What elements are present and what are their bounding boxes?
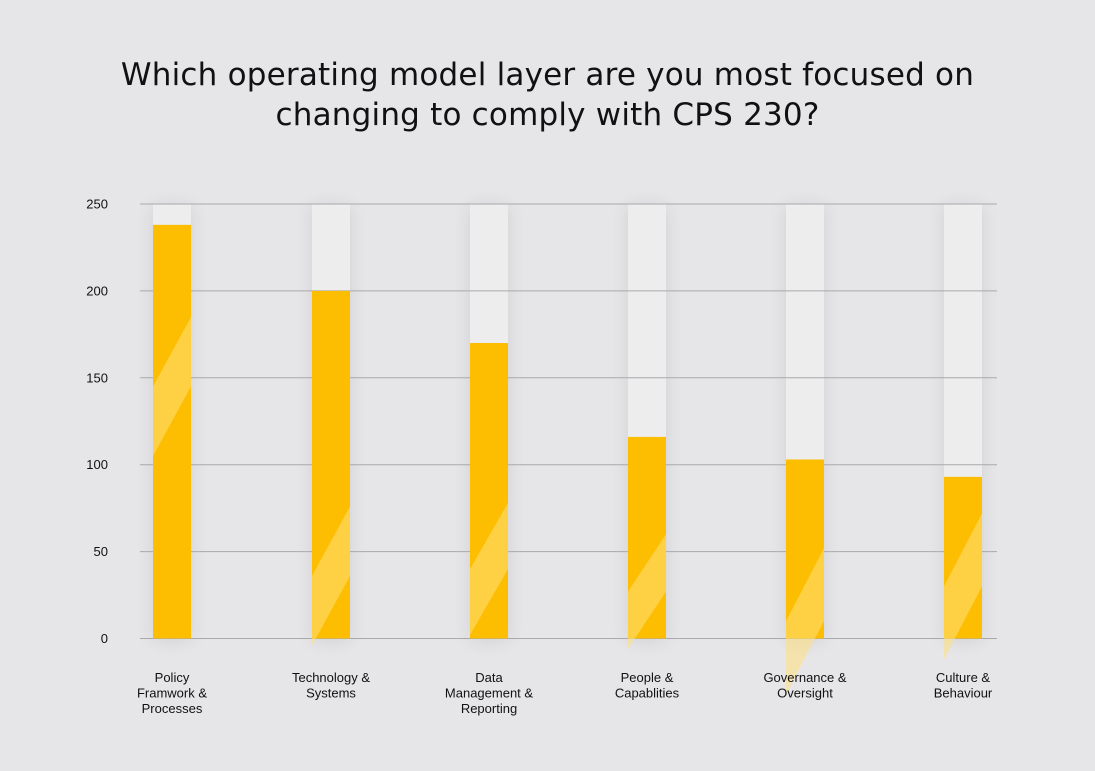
bar-highlight-band — [153, 316, 191, 457]
bar-group — [944, 476, 982, 660]
bars — [153, 224, 982, 695]
bar-group — [312, 290, 350, 646]
y-tick-label: 150 — [86, 370, 108, 385]
bar-highlight-band — [312, 506, 350, 646]
bar-group — [470, 343, 508, 639]
bar-highlight-band — [628, 534, 666, 649]
y-tick-label: 50 — [94, 544, 108, 559]
bar-highlight-band — [786, 548, 824, 695]
y-tick-label: 100 — [86, 457, 108, 472]
x-tick-label: Policy Framwork & Processes — [137, 670, 207, 716]
chart-title: Which operating model layer are you most… — [0, 55, 1095, 135]
x-tick-label: Culture & Behaviour — [934, 670, 993, 701]
bar-group — [153, 224, 191, 639]
bar-highlight-band — [944, 513, 982, 660]
bar-group — [628, 436, 666, 649]
y-axis-ticks: 0 50 100 150 200 250 — [86, 197, 108, 647]
gridlines — [140, 203, 997, 639]
x-tick-label: Technology & Systems — [292, 670, 370, 701]
x-tick-label: Data Management & Reporting — [445, 670, 533, 716]
chart-title-line-2: changing to comply with CPS 230? — [275, 97, 820, 133]
chart-title-line-1: Which operating model layer are you most… — [120, 57, 975, 93]
y-tick-label: 0 — [101, 631, 108, 646]
y-tick-label: 200 — [86, 283, 108, 298]
y-tick-label: 250 — [86, 197, 108, 212]
x-tick-label: Governance & Oversight — [763, 670, 846, 701]
bar-group — [786, 459, 824, 695]
x-tick-label: People & Capablities — [615, 670, 680, 701]
x-axis-labels: Policy Framwork & Processes Technology & Sys… — [137, 670, 993, 716]
bar-highlight-band — [470, 502, 508, 636]
